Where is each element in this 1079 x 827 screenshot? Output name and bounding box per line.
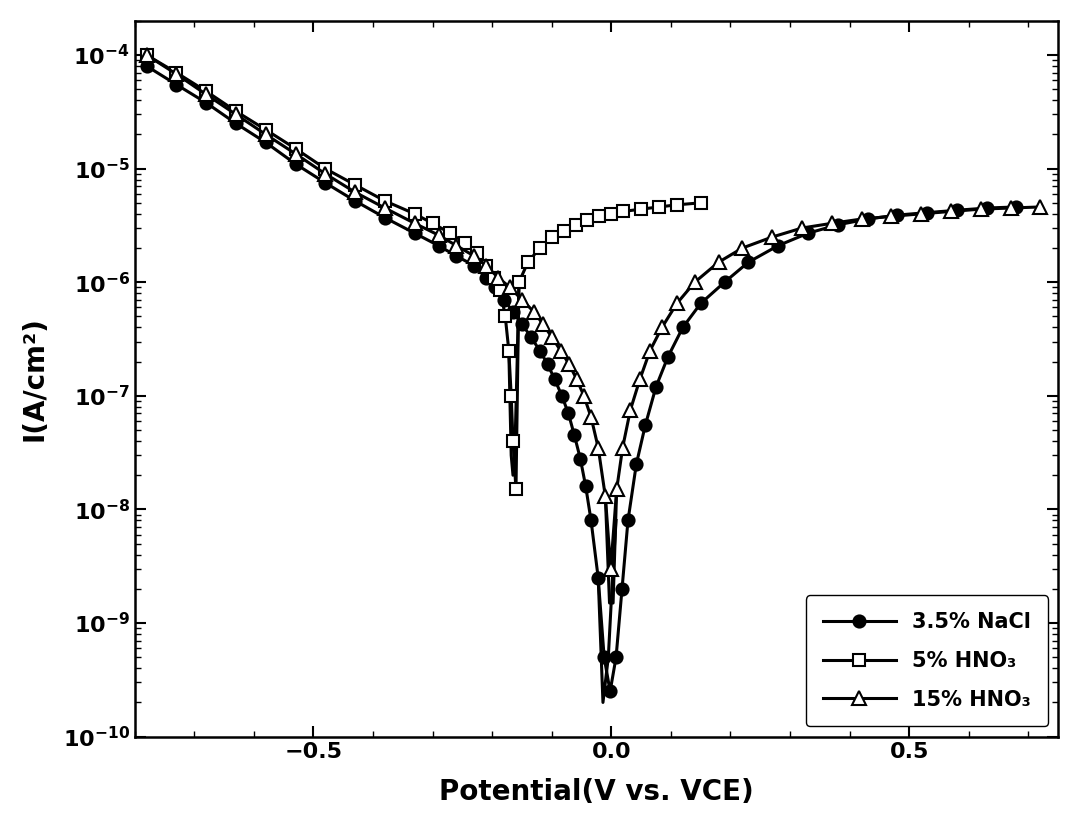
- 15% HNO₃: [545, 332, 558, 342]
- 15% HNO₃: [643, 346, 656, 356]
- 15% HNO₃: [504, 283, 517, 293]
- 5% HNO₃: [349, 180, 361, 190]
- 5% HNO₃: [470, 248, 483, 258]
- 15% HNO₃: [536, 319, 549, 329]
- 15% HNO₃: [230, 109, 243, 119]
- 15% HNO₃: [944, 207, 957, 217]
- 15% HNO₃: [289, 149, 302, 159]
- 5% HNO₃: [230, 107, 243, 117]
- 3.5% NaCl: [140, 61, 153, 71]
- 3.5% NaCl: [603, 686, 616, 696]
- 5% HNO₃: [506, 436, 519, 446]
- 15% HNO₃: [591, 442, 604, 452]
- 15% HNO₃: [259, 130, 272, 140]
- 5% HNO₃: [653, 202, 666, 212]
- 15% HNO₃: [915, 209, 928, 219]
- 15% HNO₃: [349, 187, 361, 197]
- 3.5% NaCl: [630, 459, 643, 469]
- 15% HNO₃: [616, 442, 629, 452]
- 15% HNO₃: [571, 375, 584, 385]
- 15% HNO₃: [555, 346, 568, 356]
- 15% HNO₃: [974, 204, 987, 214]
- 5% HNO₃: [318, 164, 331, 174]
- 15% HNO₃: [655, 323, 668, 332]
- 5% HNO₃: [289, 144, 302, 154]
- 15% HNO₃: [885, 212, 898, 222]
- 5% HNO₃: [259, 125, 272, 135]
- 5% HNO₃: [581, 216, 593, 226]
- 5% HNO₃: [200, 86, 213, 96]
- 5% HNO₃: [498, 312, 511, 322]
- 5% HNO₃: [505, 391, 518, 401]
- Y-axis label: I(A/cm²): I(A/cm²): [21, 316, 49, 441]
- 5% HNO₃: [488, 273, 501, 283]
- 15% HNO₃: [450, 241, 463, 251]
- 5% HNO₃: [533, 243, 546, 253]
- 15% HNO₃: [432, 230, 445, 240]
- 5% HNO₃: [521, 257, 534, 267]
- 5% HNO₃: [694, 198, 707, 208]
- 3.5% NaCl: [661, 352, 674, 362]
- 15% HNO₃: [670, 299, 683, 308]
- 5% HNO₃: [509, 485, 522, 495]
- 5% HNO₃: [513, 277, 525, 287]
- 15% HNO₃: [169, 69, 182, 79]
- 5% HNO₃: [617, 207, 630, 217]
- 5% HNO₃: [459, 238, 472, 248]
- 3.5% NaCl: [497, 295, 510, 305]
- 15% HNO₃: [562, 359, 575, 369]
- 5% HNO₃: [592, 212, 605, 222]
- 15% HNO₃: [1034, 202, 1047, 212]
- 15% HNO₃: [200, 89, 213, 99]
- Line: 15% HNO₃: 15% HNO₃: [139, 48, 1048, 576]
- 15% HNO₃: [688, 277, 701, 287]
- 5% HNO₃: [426, 218, 439, 228]
- 5% HNO₃: [605, 209, 618, 219]
- 5% HNO₃: [140, 50, 153, 60]
- 15% HNO₃: [825, 218, 838, 228]
- 15% HNO₃: [577, 391, 590, 401]
- 5% HNO₃: [569, 220, 582, 230]
- 3.5% NaCl: [980, 203, 993, 213]
- 15% HNO₃: [318, 169, 331, 179]
- 15% HNO₃: [379, 203, 392, 213]
- 15% HNO₃: [468, 251, 481, 261]
- 15% HNO₃: [712, 257, 725, 267]
- 3.5% NaCl: [506, 307, 519, 317]
- 3.5% NaCl: [450, 251, 463, 261]
- 15% HNO₃: [736, 243, 749, 253]
- 5% HNO₃: [480, 261, 493, 270]
- 5% HNO₃: [379, 196, 392, 206]
- 15% HNO₃: [516, 295, 529, 305]
- 15% HNO₃: [528, 307, 541, 317]
- 15% HNO₃: [766, 232, 779, 242]
- 5% HNO₃: [494, 285, 507, 295]
- 15% HNO₃: [1005, 203, 1017, 213]
- 5% HNO₃: [503, 346, 516, 356]
- 5% HNO₃: [545, 232, 558, 242]
- 15% HNO₃: [795, 223, 808, 233]
- 15% HNO₃: [604, 564, 617, 574]
- 15% HNO₃: [855, 214, 868, 224]
- 5% HNO₃: [169, 68, 182, 78]
- 15% HNO₃: [585, 412, 598, 422]
- 15% HNO₃: [140, 50, 153, 60]
- 15% HNO₃: [611, 485, 624, 495]
- 3.5% NaCl: [1010, 202, 1023, 212]
- 5% HNO₃: [670, 200, 683, 210]
- 5% HNO₃: [557, 227, 570, 237]
- 15% HNO₃: [480, 261, 493, 270]
- 15% HNO₃: [633, 375, 646, 385]
- 5% HNO₃: [443, 228, 456, 238]
- X-axis label: Potential(V vs. VCE): Potential(V vs. VCE): [439, 778, 754, 806]
- 15% HNO₃: [492, 273, 505, 283]
- 15% HNO₃: [599, 491, 612, 501]
- 15% HNO₃: [624, 405, 637, 415]
- Legend: 3.5% NaCl, 5% HNO₃, 15% HNO₃: 3.5% NaCl, 5% HNO₃, 15% HNO₃: [806, 595, 1048, 726]
- 5% HNO₃: [408, 209, 421, 219]
- 15% HNO₃: [408, 218, 421, 228]
- 5% HNO₃: [634, 204, 647, 214]
- Line: 3.5% NaCl: 3.5% NaCl: [140, 60, 1023, 698]
- Line: 5% HNO₃: 5% HNO₃: [140, 49, 707, 495]
